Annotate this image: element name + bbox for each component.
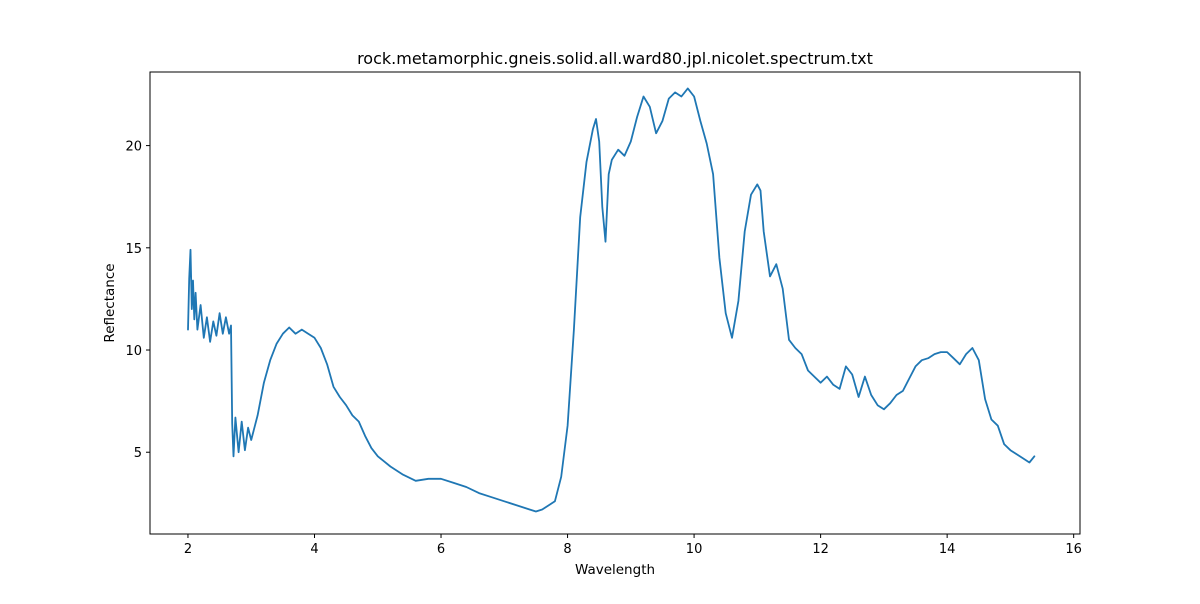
x-axis-ticks: 2 4 6 8 10 12 14 16 [184, 534, 1082, 557]
y-tick-label: 10 [125, 344, 142, 359]
x-tick-label: 14 [939, 542, 956, 557]
x-tick-label: 8 [563, 542, 571, 557]
y-tick-label: 15 [125, 242, 142, 257]
y-axis-label: Reflectance [102, 263, 118, 342]
x-tick-label: 6 [437, 542, 445, 557]
y-tick-label: 20 [125, 140, 142, 155]
y-axis-ticks: 5 10 15 20 [125, 140, 150, 461]
chart-title: rock.metamorphic.gneis.solid.all.ward80.… [357, 49, 873, 68]
x-tick-label: 12 [812, 542, 829, 557]
x-axis-label: Wavelength [575, 562, 655, 578]
axes-frame [149, 71, 1081, 535]
x-tick-label: 4 [310, 542, 318, 557]
spectrum-line [187, 87, 1036, 513]
plot-area [187, 87, 1036, 513]
x-tick-label: 16 [1065, 542, 1082, 557]
x-tick-label: 2 [184, 542, 192, 557]
x-tick-label: 10 [686, 542, 703, 557]
y-tick-label: 5 [134, 446, 142, 461]
